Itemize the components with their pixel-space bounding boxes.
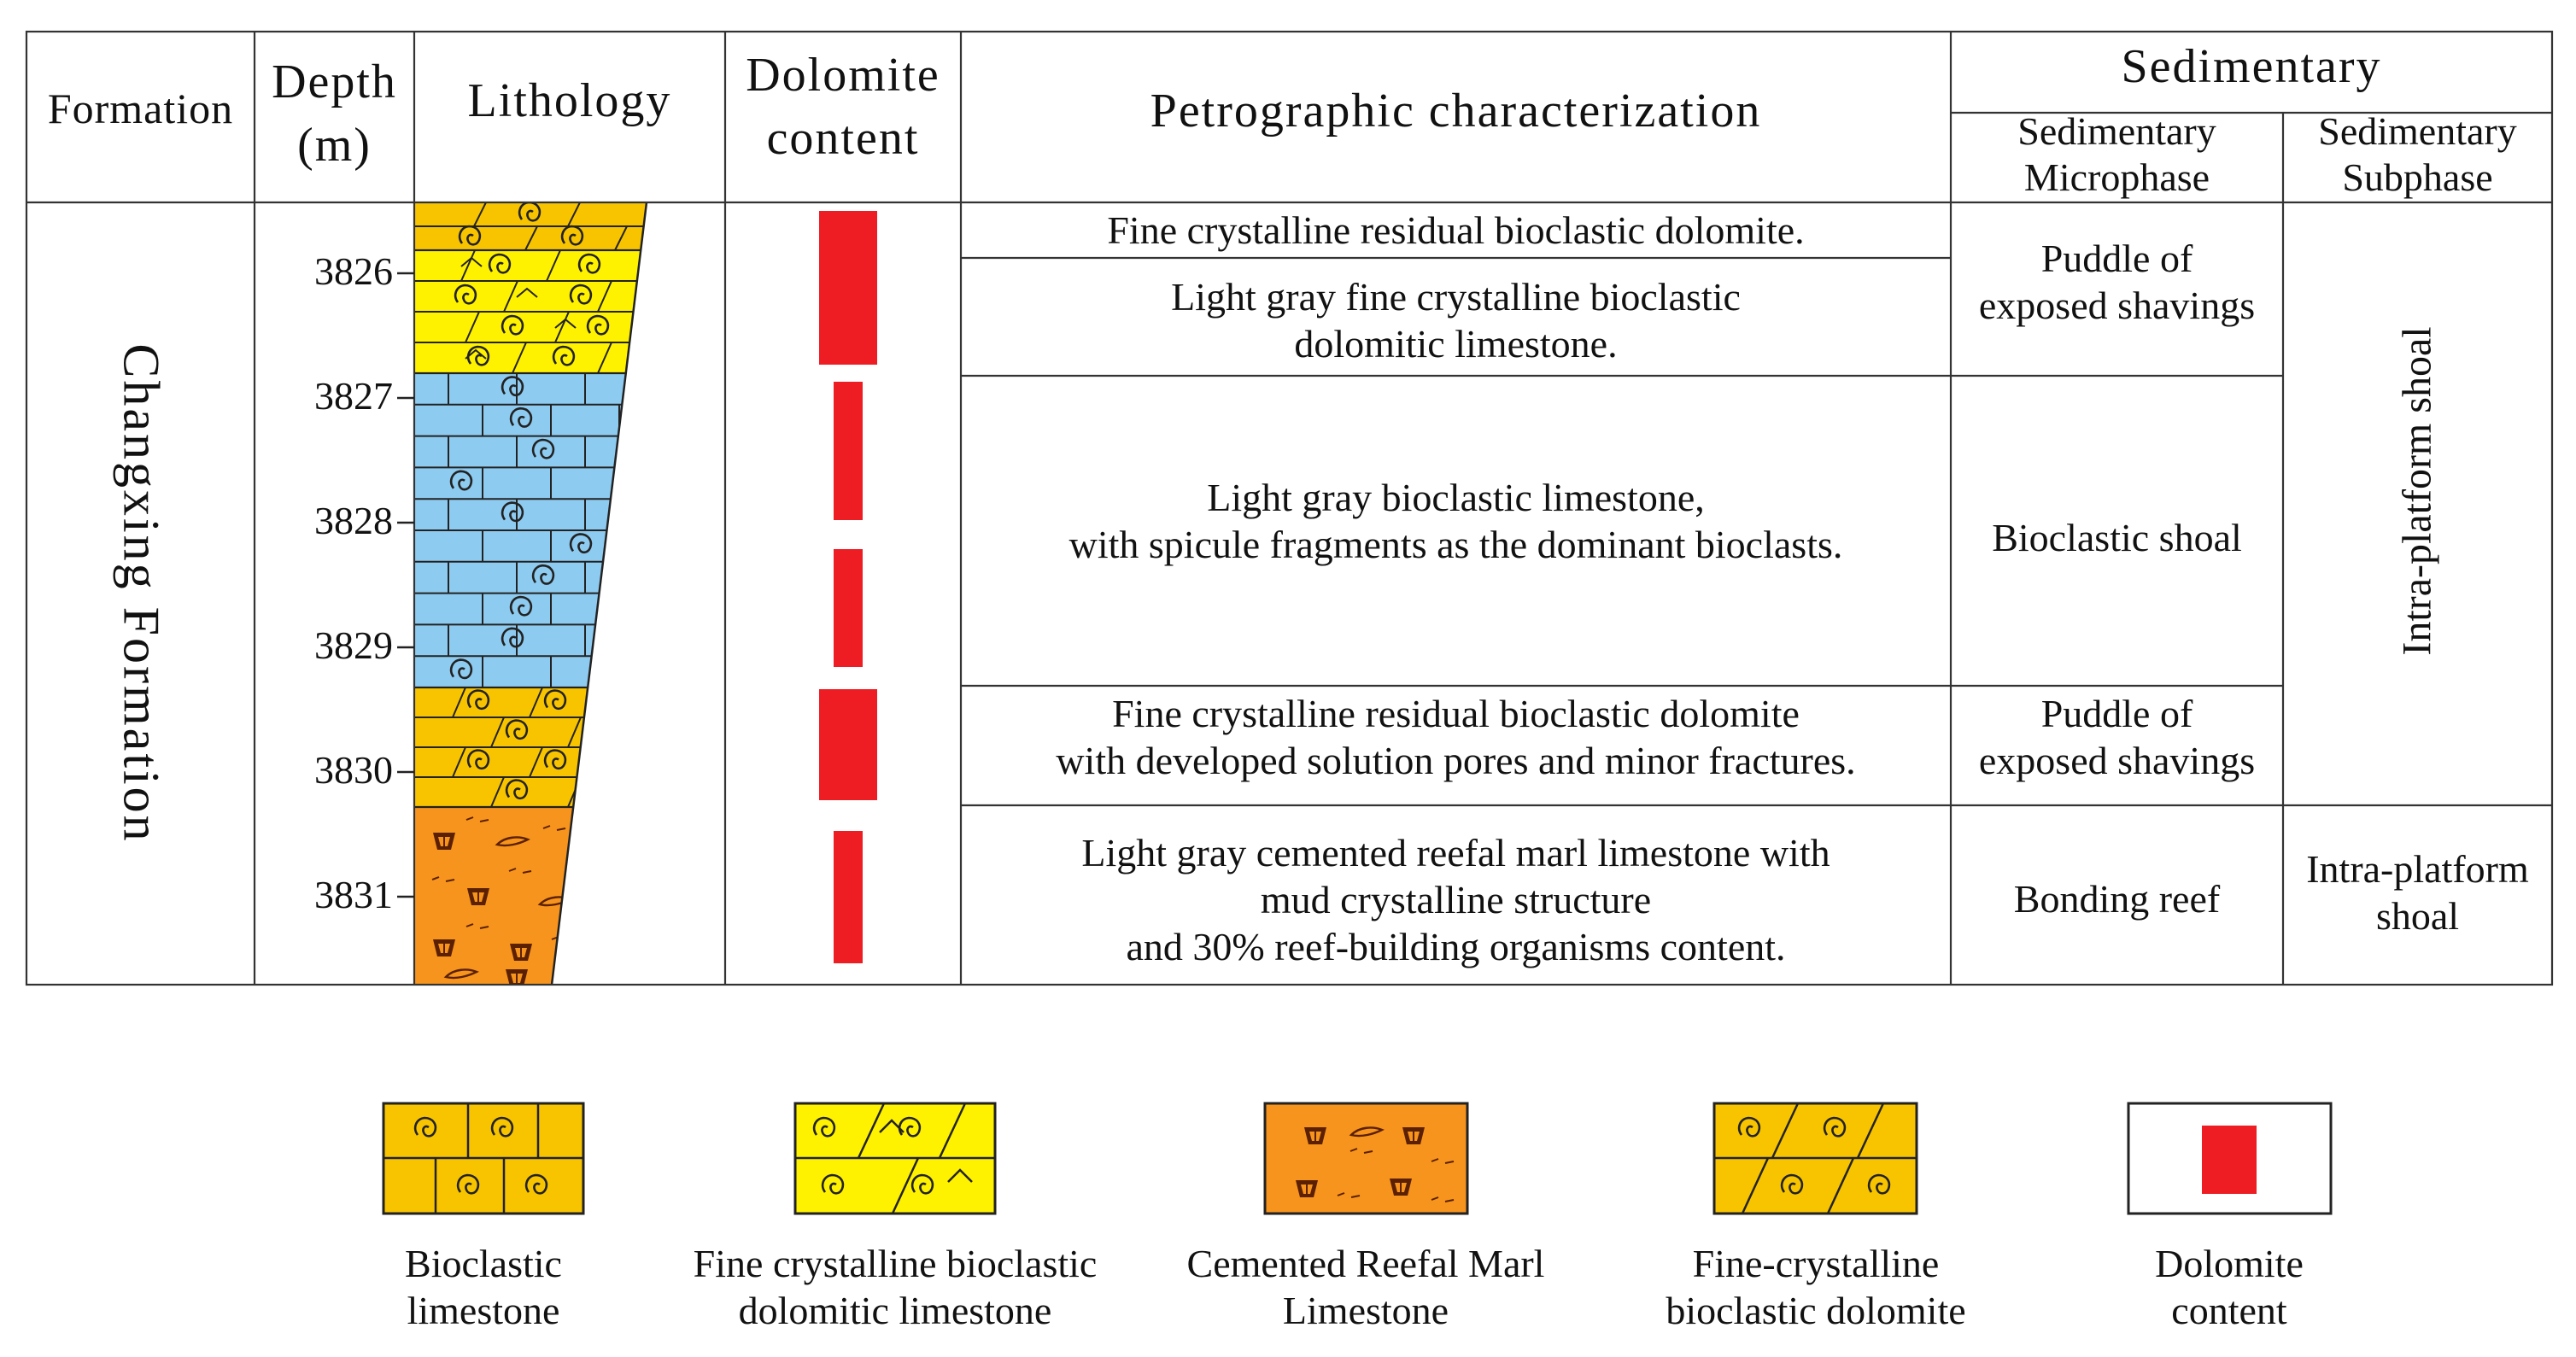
- table-frame: [25, 30, 2554, 986]
- header-microphase: Sedimentary: [2017, 109, 2216, 153]
- description-3: Light gray bioclastic limestone,: [1207, 476, 1705, 519]
- legend-label-dolomite: Fine-crystalline: [1692, 1242, 1940, 1285]
- legend-swatch-dolomite: [1712, 1102, 1918, 1215]
- description-5-line3: and 30% reef-building organisms content.: [1126, 925, 1786, 968]
- litho-unit-bioclastic-limestone: [414, 373, 647, 688]
- depth-label-3831: 3831: [314, 873, 393, 916]
- description-5: Light gray cemented reefal marl limeston…: [1081, 831, 1830, 874]
- description-4-line2: with developed solution pores and minor …: [1056, 739, 1856, 782]
- microphase-1-line2: exposed shavings: [1978, 284, 2256, 327]
- microphase-2: Bioclastic shoal: [1992, 516, 2242, 559]
- litho-unit-reefal-marl: [414, 807, 647, 985]
- header-depth-unit: (m): [297, 119, 372, 172]
- microphase-1: Puddle of: [2040, 237, 2193, 280]
- legend-swatch-bioclastic-limestone: [382, 1102, 585, 1215]
- dolomite-bar: [819, 689, 877, 800]
- legend-label-reefal-marl-line2: Limestone: [1282, 1289, 1449, 1332]
- subphase-2: Intra-platform: [2306, 847, 2529, 891]
- header-dolomite-content-line2: content: [766, 112, 920, 165]
- depth-label-3828: 3828: [314, 499, 393, 542]
- microphase-4: Bonding reef: [2013, 877, 2221, 921]
- header-microphase-line2: Microphase: [2023, 155, 2210, 199]
- legend-swatch-reefal-marl: [1263, 1102, 1469, 1215]
- legend-label-bioclastic-limestone-line2: limestone: [407, 1289, 560, 1332]
- dolomite-bar: [834, 382, 863, 520]
- depth-label-3826: 3826: [314, 249, 393, 293]
- description-3-line2: with spicule fragments as the dominant b…: [1068, 523, 1843, 566]
- depth-label-3829: 3829: [314, 623, 393, 667]
- header-depth: Depth: [272, 56, 397, 108]
- legend-label-dolomite-content-line2: content: [2171, 1289, 2287, 1332]
- header-subphase: Sedimentary: [2318, 109, 2517, 153]
- description-1: Fine crystalline residual bioclastic dol…: [1107, 208, 1805, 252]
- formation-name: Changxing Formation: [113, 343, 170, 844]
- legend-label-bioclastic-limestone: Bioclastic: [405, 1242, 562, 1285]
- description-2: Light gray fine crystalline bioclastic: [1171, 275, 1741, 319]
- header-lithology: Lithology: [467, 74, 672, 127]
- description-4: Fine crystalline residual bioclastic dol…: [1112, 692, 1800, 735]
- description-2-line2: dolomitic limestone.: [1294, 322, 1618, 366]
- subphase-1: Intra-platform shoal: [2394, 326, 2440, 656]
- legend-swatch-dolomite-content: [2127, 1102, 2333, 1215]
- header-petrographic: Petrographic characterization: [1150, 85, 1762, 137]
- legend-swatch-dolomitic-limestone: [793, 1102, 997, 1215]
- dolomite-bar: [834, 549, 863, 667]
- depth-label-3827: 3827: [314, 374, 393, 418]
- legend-label-reefal-marl: Cemented Reefal Marl: [1186, 1242, 1545, 1285]
- header-sedimentary: Sedimentary: [2121, 40, 2382, 93]
- dolomite-bar: [834, 831, 863, 963]
- legend-label-dolomite-line2: bioclastic dolomite: [1666, 1289, 1966, 1332]
- microphase-3: Puddle of: [2040, 692, 2193, 735]
- header-subphase-line2: Subphase: [2342, 155, 2493, 199]
- dolomite-content-bars: [819, 211, 877, 963]
- litho-unit-dolomitic-limestone: [414, 249, 647, 374]
- depth-ticks: [397, 272, 414, 898]
- litho-unit-dolomite-lower: [414, 687, 647, 808]
- header-dolomite-content: Dolomite: [746, 49, 940, 102]
- dolomite-bar: [819, 211, 877, 365]
- legend-label-dolomitic-limestone-line2: dolomitic limestone: [738, 1289, 1052, 1332]
- description-5-line2: mud crystalline structure: [1260, 878, 1652, 921]
- microphase-3-line2: exposed shavings: [1978, 739, 2256, 782]
- lithology-column: [414, 202, 647, 985]
- litho-unit-dolomite-top: [414, 202, 647, 251]
- legend-label-dolomite-content: Dolomite: [2155, 1242, 2304, 1285]
- legend-label-dolomitic-limestone: Fine crystalline bioclastic: [693, 1242, 1098, 1285]
- subphase-2-line2: shoal: [2375, 894, 2460, 938]
- depth-label-3830: 3830: [314, 748, 393, 792]
- header-formation: Formation: [47, 85, 234, 132]
